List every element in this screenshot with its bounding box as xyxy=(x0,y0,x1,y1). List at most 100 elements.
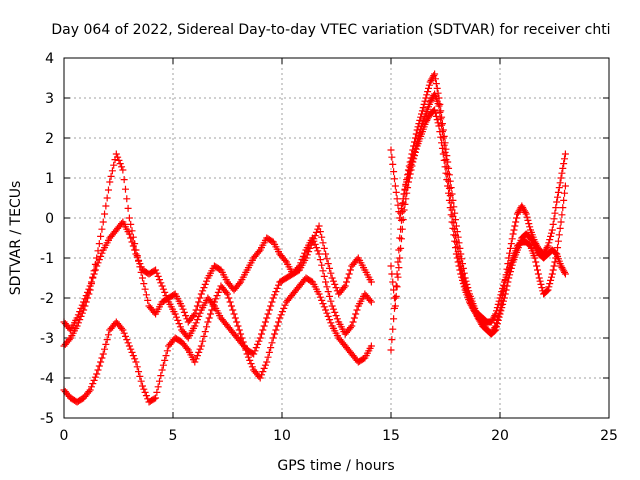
data-point xyxy=(205,314,213,322)
data-point xyxy=(553,198,561,206)
data-point xyxy=(269,294,277,302)
data-point xyxy=(112,150,120,158)
data-point xyxy=(162,292,170,300)
data-point xyxy=(544,242,552,250)
data-point xyxy=(492,326,500,334)
data-points xyxy=(60,70,569,406)
data-point xyxy=(203,323,211,331)
data-point xyxy=(159,361,167,369)
data-point xyxy=(390,168,398,176)
data-point xyxy=(324,260,332,268)
data-point xyxy=(119,166,127,174)
data-point xyxy=(393,283,401,291)
series-track-c xyxy=(60,274,375,406)
data-point xyxy=(95,256,103,264)
y-tick-label: -5 xyxy=(40,411,54,427)
data-point xyxy=(547,276,555,284)
data-point xyxy=(94,366,102,374)
data-point xyxy=(533,266,541,274)
data-point xyxy=(554,188,562,196)
series-track-e xyxy=(387,90,569,326)
data-point xyxy=(353,306,361,314)
data-point xyxy=(251,347,259,355)
data-point xyxy=(506,271,514,279)
data-point xyxy=(157,279,165,287)
data-point xyxy=(329,305,337,313)
data-point xyxy=(200,284,208,292)
data-point xyxy=(390,286,398,294)
y-tick-label: -3 xyxy=(40,331,54,347)
data-point xyxy=(197,290,205,298)
data-point xyxy=(93,370,101,378)
data-point xyxy=(101,210,109,218)
data-point xyxy=(521,208,529,216)
data-point xyxy=(90,270,98,278)
data-point xyxy=(495,313,503,321)
data-point xyxy=(210,298,218,306)
data-point xyxy=(142,392,150,400)
data-point xyxy=(230,310,238,318)
data-point xyxy=(546,280,554,288)
data-point xyxy=(388,336,396,344)
data-point xyxy=(333,315,341,323)
data-point xyxy=(437,115,445,123)
data-point xyxy=(97,252,105,260)
data-point xyxy=(348,322,356,330)
data-point xyxy=(157,372,165,380)
data-point xyxy=(137,377,145,385)
data-point xyxy=(392,188,400,196)
data-point xyxy=(241,342,249,350)
data-point xyxy=(277,311,285,319)
data-point xyxy=(128,348,136,356)
data-point xyxy=(421,97,429,105)
data-point xyxy=(499,281,507,289)
data-point xyxy=(497,291,505,299)
data-point xyxy=(176,323,184,331)
data-point xyxy=(324,288,332,296)
data-point xyxy=(418,107,426,115)
series-track-f xyxy=(387,106,569,338)
data-point xyxy=(424,88,432,96)
data-point xyxy=(389,278,397,286)
data-point xyxy=(445,189,453,197)
data-point xyxy=(391,302,399,310)
data-point xyxy=(434,119,442,127)
data-point xyxy=(278,308,286,316)
data-point xyxy=(314,247,322,255)
data-point xyxy=(85,388,93,396)
data-point xyxy=(555,184,563,192)
data-point xyxy=(320,303,328,311)
data-point xyxy=(506,268,514,276)
data-point xyxy=(332,284,340,292)
data-point xyxy=(229,306,237,314)
data-point xyxy=(547,229,555,237)
data-point xyxy=(551,258,559,266)
data-point xyxy=(390,294,398,302)
data-point xyxy=(432,80,440,88)
data-point xyxy=(444,170,452,178)
x-tick-labels: 0 5 10 15 20 25 xyxy=(60,428,618,444)
data-point xyxy=(408,162,416,170)
data-point xyxy=(531,254,539,262)
data-point xyxy=(312,244,320,252)
y-tick-label: -1 xyxy=(40,251,54,267)
data-point xyxy=(189,312,197,320)
data-point xyxy=(367,298,375,306)
data-point xyxy=(396,254,404,262)
data-point xyxy=(431,75,439,83)
data-point xyxy=(307,241,315,249)
data-point xyxy=(98,249,106,257)
data-point xyxy=(281,256,289,264)
data-point xyxy=(271,330,279,338)
data-point xyxy=(132,250,140,258)
data-point xyxy=(193,352,201,360)
data-point xyxy=(431,109,439,117)
data-point xyxy=(497,307,505,315)
data-point xyxy=(268,339,276,347)
data-point xyxy=(195,312,203,320)
data-point xyxy=(252,344,260,352)
data-point xyxy=(239,338,247,346)
data-point xyxy=(388,153,396,161)
data-point xyxy=(499,297,507,305)
